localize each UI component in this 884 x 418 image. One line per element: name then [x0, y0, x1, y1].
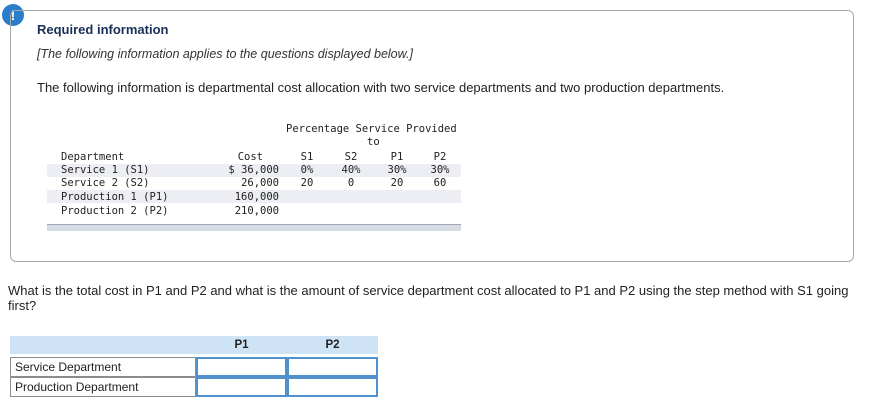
table-bottom-rule: [47, 224, 461, 231]
group-header-to: to: [367, 136, 380, 148]
production-p1-input[interactable]: [196, 377, 287, 397]
answer-row-label-production: Production Department: [10, 377, 196, 397]
row-s2: 0: [347, 177, 355, 189]
answer-header-blank: [10, 336, 196, 354]
row-p2: 60: [433, 177, 447, 189]
col-header-p2: P2: [433, 151, 447, 163]
row-p1: 30%: [387, 164, 407, 176]
row-p2: 30%: [430, 164, 450, 176]
col-header-s1: S1: [300, 151, 314, 163]
answer-col-header-p2: P2: [287, 336, 378, 354]
row-s2: 40%: [341, 164, 361, 176]
row-s1: 20: [300, 177, 314, 189]
applies-note: [The following information applies to th…: [37, 47, 413, 61]
col-header-s2: S2: [344, 151, 358, 163]
intro-text: The following information is departmenta…: [37, 80, 725, 95]
row-cost: 26,000: [241, 177, 279, 189]
row-department: Production 1 (P1): [61, 191, 169, 203]
service-p1-input[interactable]: [196, 357, 287, 377]
row-cost: 210,000: [234, 205, 279, 217]
row-band: [47, 190, 461, 203]
service-p2-input[interactable]: [287, 357, 378, 377]
row-s1: 0%: [300, 164, 314, 176]
required-information-panel: [10, 10, 854, 262]
col-header-department: Department: [61, 151, 125, 163]
col-header-p1: P1: [390, 151, 404, 163]
group-header: Percentage Service Provided: [286, 123, 457, 135]
production-p2-input[interactable]: [287, 377, 378, 397]
row-band: [47, 164, 461, 177]
row-department: Production 2 (P2): [61, 205, 169, 217]
question-text: What is the total cost in P1 and P2 and …: [8, 283, 849, 313]
required-information-title: Required information: [37, 22, 169, 37]
row-department: Service 2 (S2): [61, 177, 150, 189]
answer-col-header-p1: P1: [196, 336, 287, 354]
row-cost: 160,000: [234, 191, 279, 203]
answer-row-label-service: Service Department: [10, 357, 196, 377]
row-cost: $ 36,000: [228, 164, 279, 176]
row-p1: 20: [390, 177, 404, 189]
row-department: Service 1 (S1): [61, 164, 150, 176]
cost-allocation-table: Percentage Service Provided to Departmen…: [47, 120, 461, 232]
col-header-cost: Cost: [237, 151, 263, 163]
